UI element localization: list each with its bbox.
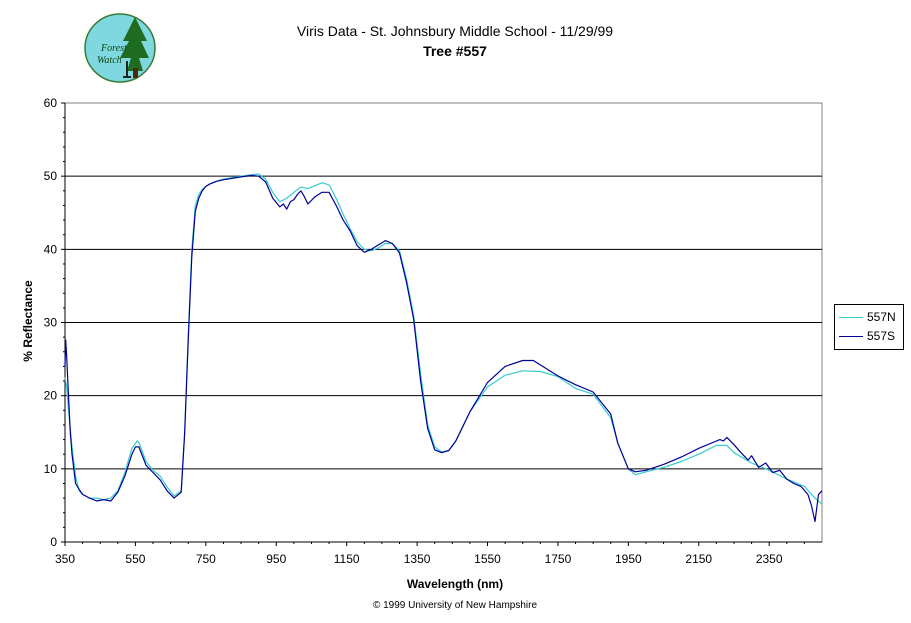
y-tick-label-0: 0 (50, 535, 57, 549)
chart-subtitle: Tree #557 (423, 43, 487, 59)
x-axis-ticks: 350 550 750 950 1150 1350 1550 1750 1950 2150 2350 (55, 542, 805, 566)
gridlines (65, 175, 822, 470)
y-tick-label-50: 50 (44, 169, 58, 183)
tree-logo-icon: Forest Watch (84, 13, 156, 83)
y-tick-label-10: 10 (44, 462, 58, 476)
y-tick-label-20: 20 (44, 389, 58, 403)
x-tick-label-1150: 1150 (334, 552, 360, 566)
logo-text-watch: Watch (97, 55, 122, 66)
x-tick-label-350: 350 (55, 552, 75, 566)
x-tick-label-950: 950 (266, 552, 286, 566)
legend-label-557s: 557S (867, 329, 896, 343)
copyright-footer: © 1999 University of New Hampshire (372, 600, 538, 611)
legend-label-557n: 557N (867, 310, 896, 324)
series-lines (64, 173, 823, 523)
y-axis-label: % Reflectance (21, 280, 35, 362)
x-tick-label-1350: 1350 (404, 552, 431, 566)
y-tick-label-40: 40 (44, 242, 58, 256)
x-tick-label-2350: 2350 (756, 552, 783, 566)
x-tick-label-1550: 1550 (474, 552, 501, 566)
legend-item-557n: 557N (839, 310, 896, 324)
y-tick-label-30: 30 (44, 316, 58, 330)
chart-title: Viris Data - St. Johnsbury Middle School… (296, 23, 614, 39)
legend-item-557s: 557S (839, 329, 895, 343)
y-tick-label-60: 60 (44, 96, 58, 110)
x-tick-label-1750: 1750 (545, 552, 572, 566)
x-axis-label: Wavelength (nm) (406, 577, 504, 591)
y-axis-ticks: 0 10 20 30 40 50 60 (44, 96, 65, 549)
legend-swatch-557s (839, 335, 863, 337)
series-line-557s (64, 174, 823, 523)
legend-swatch-557n (839, 316, 863, 318)
legend: 557N 557S (834, 304, 904, 350)
x-tick-label-2150: 2150 (685, 552, 712, 566)
logo-text-forest: Forest (100, 43, 127, 54)
x-tick-label-550: 550 (125, 552, 145, 566)
x-tick-label-1950: 1950 (615, 552, 642, 566)
x-tick-label-750: 750 (196, 552, 216, 566)
forest-watch-logo: Forest Watch (83, 13, 157, 83)
